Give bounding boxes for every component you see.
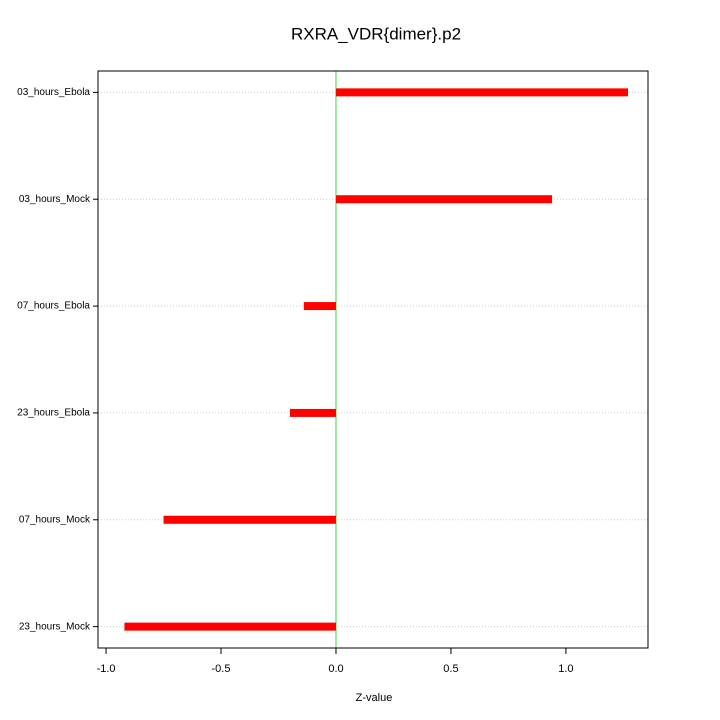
plot-frame xyxy=(97,70,649,649)
y-tick-label: 07_hours_Mock xyxy=(19,514,91,525)
bar xyxy=(163,515,336,524)
x-tick-label: 0.0 xyxy=(328,663,343,675)
y-tick-label: 23_hours_Ebola xyxy=(17,408,90,419)
x-tick-label: -1.0 xyxy=(97,663,116,675)
x-tick-label: 1.0 xyxy=(558,663,573,675)
bar xyxy=(289,408,336,417)
y-tick-label: 07_hours_Ebola xyxy=(17,301,90,312)
bar xyxy=(335,88,628,97)
y-tick-label: 03_hours_Ebola xyxy=(17,87,90,98)
x-tick-label: 0.5 xyxy=(443,663,458,675)
bar xyxy=(124,622,336,631)
bar xyxy=(335,195,553,204)
y-tick-label: 03_hours_Mock xyxy=(19,194,91,205)
chart-title: RXRA_VDR{dimer}.p2 xyxy=(291,24,461,43)
x-axis-label: Z-value xyxy=(356,692,393,704)
bar xyxy=(303,302,336,311)
y-tick-label: 23_hours_Mock xyxy=(19,621,91,632)
x-tick-label: -0.5 xyxy=(212,663,231,675)
